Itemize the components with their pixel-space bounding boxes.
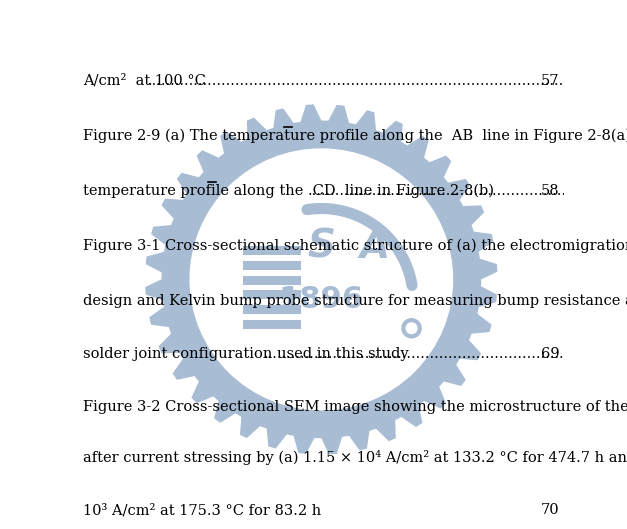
Bar [243, 247, 301, 256]
Text: temperature profile along the  CD  line in Figure 2-8(b): temperature profile along the CD line in… [83, 184, 494, 198]
Text: Figure 3-2 Cross-sectional SEM image showing the microstructure of the solder jo: Figure 3-2 Cross-sectional SEM image sho… [83, 399, 627, 414]
Text: ................................................................................: ........................................… [264, 346, 627, 361]
Text: design and Kelvin bump probe structure for measuring bump resistance and (b) the: design and Kelvin bump probe structure f… [83, 294, 627, 308]
Text: 70: 70 [541, 504, 559, 517]
Text: ................................................................................: ........................................… [147, 74, 627, 88]
Text: Figure 3-1 Cross-sectional schematic structure of (a) the electromigration tests: Figure 3-1 Cross-sectional schematic str… [83, 239, 627, 253]
Ellipse shape [190, 149, 453, 410]
Bar [243, 276, 301, 285]
Bar [243, 290, 301, 299]
Text: solder joint configuration used in this study: solder joint configuration used in this … [83, 346, 409, 361]
Text: 57: 57 [541, 74, 559, 88]
Text: ................................................................................: ........................................… [211, 504, 627, 517]
Text: 58: 58 [541, 184, 559, 198]
Text: 1896: 1896 [279, 285, 364, 314]
Text: 10³ A/cm² at 175.3 °C for 83.2 h: 10³ A/cm² at 175.3 °C for 83.2 h [83, 504, 322, 517]
Text: Figure 2-9 (a) The temperature profile along the  AB  line in Figure 2-8(a). (b): Figure 2-9 (a) The temperature profile a… [83, 129, 627, 143]
Polygon shape [145, 104, 497, 454]
Text: A: A [359, 228, 390, 266]
Bar [243, 320, 301, 329]
Text: ................................................................................: ........................................… [308, 184, 627, 198]
Bar [243, 305, 301, 314]
Text: A/cm²  at 100 °C: A/cm² at 100 °C [83, 74, 206, 88]
Bar [243, 261, 301, 270]
Text: 69: 69 [541, 346, 559, 361]
Text: S: S [307, 228, 335, 266]
Text: after current stressing by (a) 1.15 × 10⁴ A/cm² at 133.2 °C for 474.7 h and (b) : after current stressing by (a) 1.15 × 10… [83, 451, 627, 466]
